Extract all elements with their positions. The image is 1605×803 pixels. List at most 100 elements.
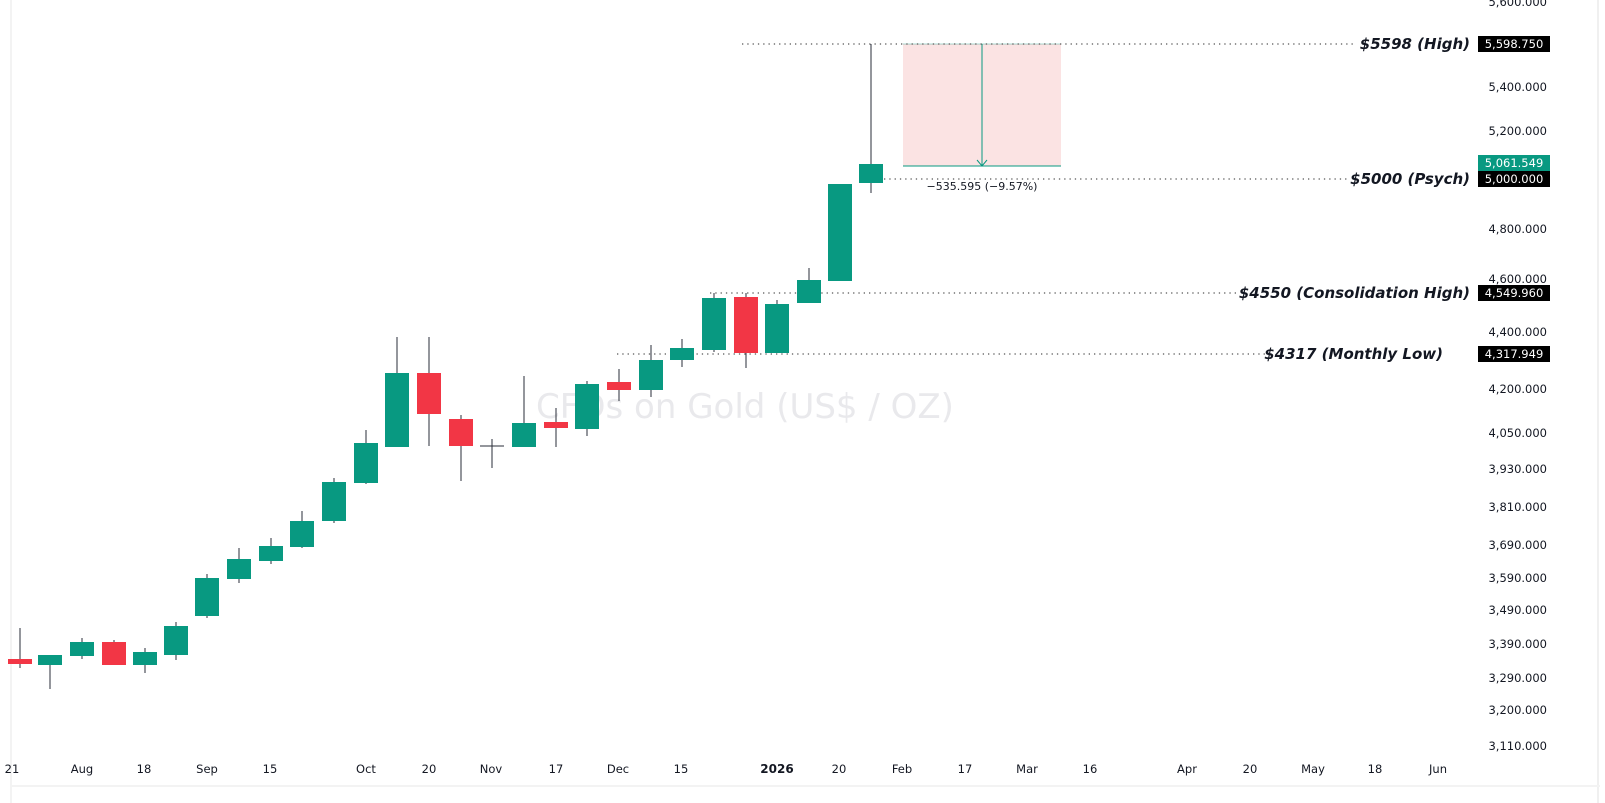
candle (259, 538, 283, 564)
level-price-tag-2-bg (1478, 285, 1550, 301)
candle (765, 300, 789, 353)
candle-body (702, 298, 726, 350)
x-tick-label: 2026 (760, 762, 793, 776)
candle (227, 548, 251, 583)
x-tick-label: Aug (71, 762, 93, 776)
candle (639, 345, 663, 397)
y-tick-label: 4,600.000 (1488, 272, 1547, 286)
horizontal-levels[interactable]: $5598 (High) $5000 (Psych) $4550 (Consolid… (617, 35, 1470, 363)
x-tick-label: Oct (356, 762, 376, 776)
candle-body (102, 642, 126, 665)
candle-body (607, 382, 631, 390)
candle (797, 268, 821, 303)
watermark: CFDs on Gold (US$ / OZ) (536, 387, 954, 427)
chart-right-border (1597, 0, 1599, 803)
y-tick-label: 3,930.000 (1488, 462, 1547, 476)
level-label-1: $5000 (Psych) (1350, 170, 1470, 188)
candle (544, 408, 568, 447)
candle-body (385, 373, 409, 447)
candles (8, 44, 883, 689)
level-price-tag-0-text: 5,598.750 (1485, 37, 1544, 51)
candle-body (828, 184, 852, 281)
level-price-tag-0: 5,598.750 (1478, 36, 1550, 52)
level-label-2: $4550 (Consolidation High) (1239, 284, 1470, 302)
candle-body (639, 360, 663, 390)
y-tick-label: 4,200.000 (1488, 382, 1547, 396)
measurement-box[interactable]: −535.595 (−9.57%) (903, 43, 1061, 193)
candle-body (765, 304, 789, 353)
candle-body (38, 655, 62, 665)
x-tick-label: Sep (196, 762, 218, 776)
candle-body (797, 280, 821, 303)
x-tick-label: Dec (607, 762, 629, 776)
time-axis[interactable]: 21 Aug 18 Sep 15 Oct 20 Nov 17 Dec 15 2026 20 Feb 17 Ma… (5, 762, 1447, 776)
candle (859, 44, 883, 193)
y-tick-label: 4,050.000 (1488, 426, 1547, 440)
price-tags: 5,598.750 5,000.000 4,549.960 4,317.949 5,06… (1478, 36, 1550, 362)
x-tick-label: 20 (422, 762, 437, 776)
candle-body (859, 164, 883, 183)
y-tick-label: 3,390.000 (1488, 637, 1547, 651)
candle-body (512, 423, 536, 447)
candle-body (133, 652, 157, 665)
last-price-tag: 5,061.549 (1478, 155, 1550, 171)
last-price-tag-text: 5,061.549 (1485, 156, 1544, 170)
candle (670, 339, 694, 367)
candle (195, 574, 219, 618)
candle-body (290, 521, 314, 547)
x-tick-label: 20 (832, 762, 847, 776)
candle (385, 337, 409, 447)
candle (702, 293, 726, 352)
candle (133, 648, 157, 673)
candle (354, 430, 378, 484)
price-axis[interactable]: 5,600.000 5,400.000 5,200.000 4,800.000 4,60… (1488, 0, 1547, 753)
candle-body (417, 373, 441, 414)
level-price-tag-0-bg (1478, 36, 1550, 52)
x-tick-label: 18 (137, 762, 152, 776)
candle (102, 640, 126, 665)
level-price-tag-3-text: 4,317.949 (1485, 347, 1544, 361)
candle (575, 381, 599, 436)
candle (480, 439, 504, 468)
x-tick-label: Mar (1016, 762, 1038, 776)
y-tick-label: 3,200.000 (1488, 703, 1547, 717)
level-price-tag-1: 5,000.000 (1478, 171, 1550, 187)
arrow-down-icon (976, 159, 988, 167)
candle-body (195, 578, 219, 616)
candle-body (322, 482, 346, 521)
y-tick-label: 3,290.000 (1488, 671, 1547, 685)
last-price-tag-bg (1478, 155, 1550, 171)
y-tick-label: 3,110.000 (1488, 739, 1547, 753)
candle (164, 622, 188, 660)
candle (607, 369, 631, 401)
candle (38, 655, 62, 689)
candle (512, 376, 536, 447)
level-price-tag-2-text: 4,549.960 (1485, 286, 1544, 300)
level-price-tag-1-bg (1478, 171, 1550, 187)
y-tick-label: 4,800.000 (1488, 222, 1547, 236)
watermark-text: CFDs on Gold (US$ / OZ) (536, 387, 954, 427)
candle-body (70, 642, 94, 656)
level-price-tag-3-bg (1478, 346, 1550, 362)
y-tick-label: 3,690.000 (1488, 538, 1547, 552)
y-tick-label: 3,810.000 (1488, 500, 1547, 514)
level-label-3: $4317 (Monthly Low) (1264, 345, 1443, 363)
x-tick-label: 15 (263, 762, 278, 776)
level-price-tag-3: 4,317.949 (1478, 346, 1550, 362)
x-tick-label: 18 (1368, 762, 1383, 776)
y-tick-label: 3,490.000 (1488, 603, 1547, 617)
y-tick-label: 3,590.000 (1488, 571, 1547, 585)
candle (417, 337, 441, 446)
candle-body (227, 559, 251, 579)
candle-body (575, 384, 599, 429)
candle (8, 628, 32, 668)
candle (734, 293, 758, 368)
x-tick-label: 21 (5, 762, 20, 776)
x-tick-label: Feb (892, 762, 912, 776)
candle-body (259, 546, 283, 561)
candle (70, 638, 94, 659)
chart-left-border (10, 0, 12, 803)
candle-body (449, 419, 473, 446)
